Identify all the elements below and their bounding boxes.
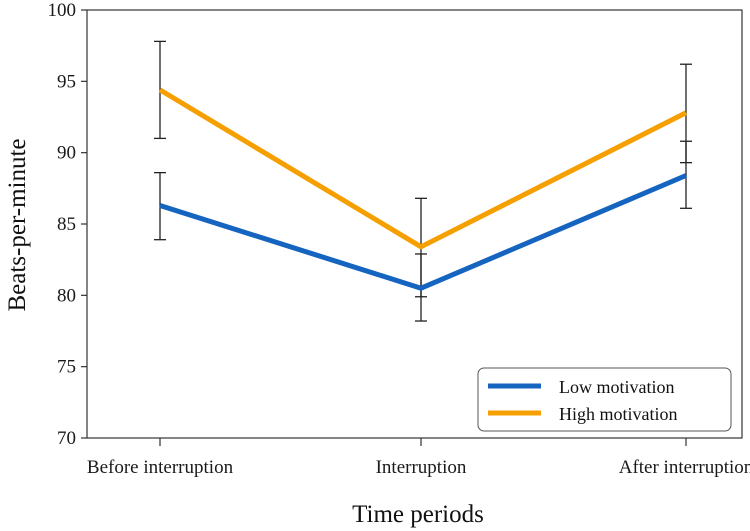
legend-label-low-motivation: Low motivation — [559, 377, 675, 397]
y-tick-label: 75 — [57, 357, 76, 378]
x-tick-label: Interruption — [376, 457, 467, 478]
legend-label-high-motivation: High motivation — [559, 404, 678, 424]
plot-frame — [86, 9, 743, 439]
legend-box — [477, 367, 732, 432]
y-tick-label: 85 — [57, 214, 76, 235]
x-axis-title: Time periods — [352, 501, 484, 528]
y-axis: 70 75 80 85 90 95 100 — [48, 0, 87, 449]
y-tick-label: 95 — [57, 71, 76, 92]
y-tick-label: 80 — [57, 285, 76, 306]
series-line-low-motivation — [159, 173, 687, 291]
x-tick-label: Before interruption — [87, 457, 234, 478]
y-axis-title: Beats-per-minute — [4, 138, 31, 311]
series-line-high-motivation — [158, 87, 688, 250]
x-axis: Before interruption Interruption After int… — [87, 438, 750, 478]
x-tick-label: After interruption — [619, 457, 750, 478]
y-tick-label: 90 — [57, 143, 76, 164]
error-bars — [154, 40, 692, 322]
legend: Low motivation High motivation — [477, 367, 732, 432]
series-lines — [158, 87, 688, 291]
y-tick-label: 70 — [57, 428, 76, 449]
y-tick-label: 100 — [48, 0, 77, 21]
